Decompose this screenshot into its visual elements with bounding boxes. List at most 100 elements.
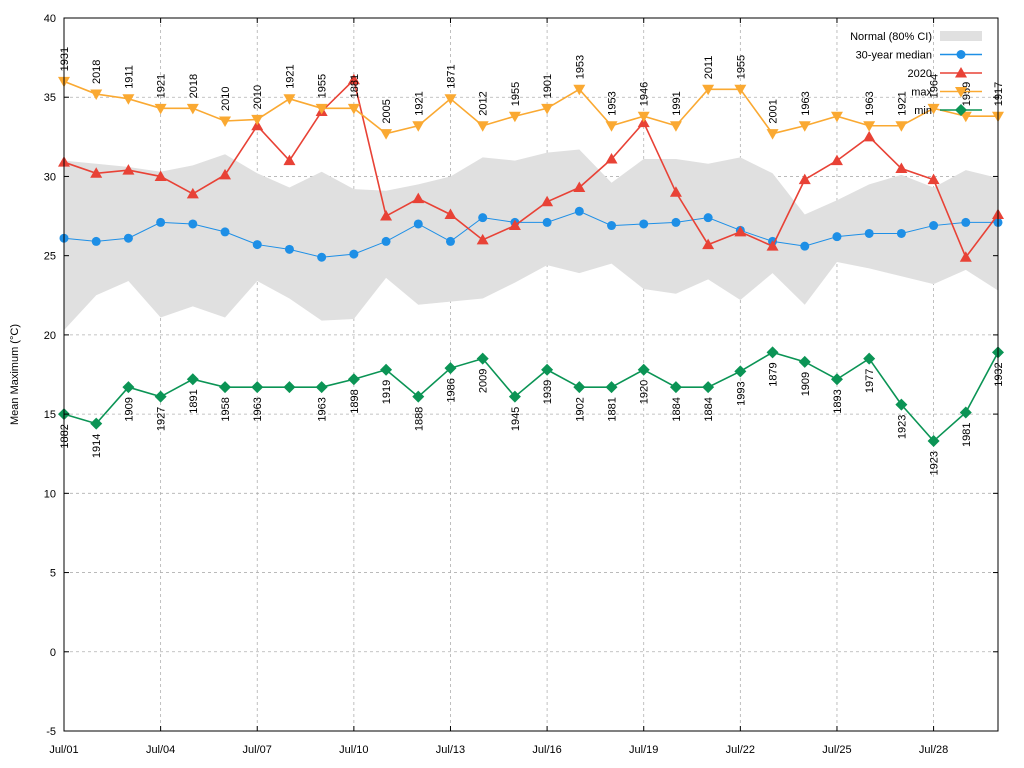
point-min <box>154 390 167 403</box>
min-record-year: 1893 <box>832 389 844 413</box>
series-2020 <box>58 73 1004 262</box>
point-2020 <box>573 181 586 193</box>
point-2020 <box>476 233 489 245</box>
point-max <box>959 111 972 123</box>
series-line-max <box>63 80 998 135</box>
max-record-year: 1921 <box>156 74 168 98</box>
max-record-year: 1955 <box>510 82 522 106</box>
max-record-year: 1917 <box>993 82 1005 106</box>
min-record-year: 1945 <box>510 407 522 431</box>
max-record-year: 1911 <box>123 65 135 89</box>
point-2020 <box>830 154 843 166</box>
legend-item-max: max <box>911 87 982 99</box>
point-min <box>219 381 232 394</box>
point-max <box>380 129 393 140</box>
point-min <box>702 381 715 394</box>
point-max <box>122 94 135 105</box>
point-30-year-median <box>607 221 617 231</box>
legend-item-30-year-median: 30-year median <box>856 50 982 62</box>
point-min <box>766 346 779 359</box>
point-2020 <box>412 192 425 204</box>
x-tick-label: Jul/04 <box>146 744 175 756</box>
point-2020 <box>798 173 811 185</box>
max-record-year: 1963 <box>800 91 812 115</box>
point-2020 <box>380 210 393 221</box>
point-max <box>508 111 521 123</box>
min-record-year: 1920 <box>639 380 651 404</box>
y-tick-label: 40 <box>44 13 56 25</box>
point-max <box>444 94 457 105</box>
min-record-year: 1902 <box>574 397 586 421</box>
point-min <box>637 363 650 376</box>
point-min <box>541 363 554 376</box>
point-min <box>669 381 682 394</box>
point-2020 <box>90 167 103 178</box>
x-tick-label: Jul/10 <box>339 744 368 756</box>
point-2020 <box>508 219 521 231</box>
point-30-year-median <box>284 244 294 254</box>
point-2020 <box>895 162 908 174</box>
max-record-year: 1946 <box>639 82 651 106</box>
x-tick-label: Jul/22 <box>726 744 755 756</box>
min-record-year: 1923 <box>896 415 908 439</box>
point-min <box>476 352 489 365</box>
point-max <box>669 121 682 132</box>
point-2020 <box>702 238 715 250</box>
point-max <box>219 116 232 127</box>
min-record-year: 1909 <box>123 397 135 421</box>
point-max <box>702 84 715 96</box>
min-record-year: 1993 <box>735 381 747 405</box>
legend-label: max <box>911 87 932 99</box>
point-max <box>863 121 876 132</box>
point-30-year-median <box>317 252 327 262</box>
series-line-2020 <box>63 78 999 259</box>
point-max <box>798 121 811 132</box>
y-tick-label: 30 <box>44 171 56 183</box>
legend-label: Normal (80% CI) <box>850 31 932 43</box>
series-min <box>58 346 1004 448</box>
point-30-year-median <box>671 217 681 227</box>
min-record-year: 1914 <box>91 434 103 458</box>
min-record-year: 1919 <box>381 380 393 404</box>
max-record-year: 2010 <box>252 85 264 109</box>
point-2020 <box>444 208 457 219</box>
y-tick-label: 20 <box>44 330 56 342</box>
series-max <box>58 76 1004 140</box>
x-tick-label: Jul/25 <box>822 744 851 756</box>
y-tick-label: 25 <box>44 251 56 263</box>
max-record-year: 1964 <box>929 74 941 98</box>
min-record-year: 1923 <box>929 451 941 475</box>
min-record-year: 1963 <box>252 397 264 421</box>
max-record-year: 1953 <box>574 55 586 79</box>
min-record-year: 1909 <box>800 372 812 396</box>
point-min <box>90 417 103 430</box>
point-2020 <box>186 187 199 199</box>
series-line-30-year-median <box>63 210 998 258</box>
max-record-year: 1991 <box>671 91 683 115</box>
point-30-year-median <box>703 213 713 223</box>
min-record-year: 1881 <box>607 397 619 421</box>
max-record-year: 1955 <box>735 55 747 79</box>
min-record-year: 1927 <box>156 407 168 431</box>
legend-label: min <box>914 105 932 117</box>
point-min <box>959 406 972 419</box>
point-min <box>122 381 135 394</box>
max-record-year: 2005 <box>381 99 393 123</box>
point-30-year-median <box>349 249 359 259</box>
point-30-year-median <box>91 236 101 246</box>
max-record-year: 2012 <box>478 91 490 115</box>
y-tick-label: 10 <box>44 488 56 500</box>
point-30-year-median <box>156 217 166 227</box>
y-axis-title: Mean Maximum (°C) <box>9 324 21 425</box>
axes: -5 0 5 10 15 20 25 30 35 40 Jul/01 Jul/04 Jul/07 Jul/… <box>44 13 998 756</box>
max-record-year: 1921 <box>284 64 296 88</box>
point-30-year-median <box>639 219 649 229</box>
point-30-year-median <box>252 240 262 250</box>
point-2020 <box>219 168 232 180</box>
x-tick-label: Jul/13 <box>436 744 465 756</box>
min-record-year: 1884 <box>703 397 715 421</box>
min-record-year: 1963 <box>317 397 329 421</box>
legend-swatch <box>940 31 982 41</box>
max-record-year: 1871 <box>445 64 457 88</box>
point-2020 <box>863 130 876 142</box>
